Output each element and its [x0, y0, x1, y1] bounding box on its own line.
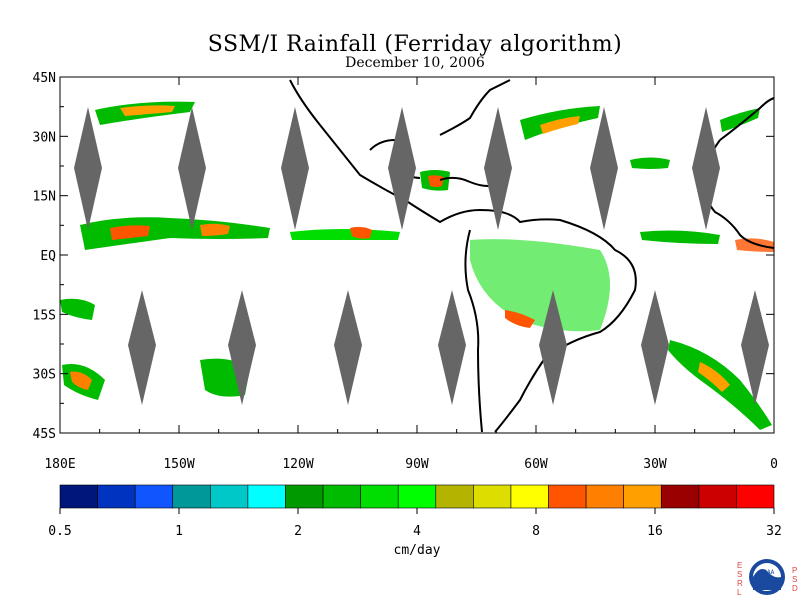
lat-label: 45N — [33, 71, 56, 86]
lon-label: 30W — [643, 457, 667, 472]
colorbar-swatch — [736, 484, 775, 509]
logo-letter: L — [737, 588, 742, 597]
map-date: December 10, 2006 — [345, 55, 485, 71]
logo-letter: P — [792, 566, 798, 575]
swath-gap — [484, 107, 512, 230]
lon-label: 180E — [44, 457, 75, 472]
colorbar-swatch — [698, 484, 737, 509]
colorbar-swatch — [510, 484, 549, 509]
longitude-axis: 180E 150W 120W 90W 60W 30W 0 — [44, 77, 778, 472]
lon-label: 90W — [405, 457, 429, 472]
swath-gap — [281, 107, 309, 230]
logo-letter: S — [792, 575, 798, 584]
iberia-coast — [719, 97, 775, 141]
colorbar-swatch — [360, 484, 399, 509]
map-background — [60, 77, 774, 433]
rain-cluster — [470, 239, 610, 332]
swath-gap — [228, 290, 256, 405]
colorbar-tick-label: 8 — [532, 524, 540, 539]
lon-label: 150W — [163, 457, 194, 472]
swath-gap — [539, 290, 567, 405]
rain-cluster — [735, 238, 774, 252]
rain-cluster — [640, 230, 720, 244]
colorbar-swatch — [322, 484, 361, 509]
swath-gap — [590, 107, 618, 230]
east-coast — [439, 79, 511, 136]
lat-label: EQ — [40, 249, 56, 264]
latitude-axis: 45N 30N 15N EQ 15S 30S 45S — [33, 71, 774, 442]
lat-label: 30S — [33, 368, 56, 383]
rain-cluster — [110, 225, 150, 240]
map-title: SSM/I Rainfall (Ferriday algorithm) — [207, 32, 623, 57]
colorbar-tick-label: 1 — [175, 524, 183, 539]
colorbar-swatch — [134, 484, 174, 509]
colorbar-swatch — [548, 484, 587, 509]
colorbar-tick-label: 16 — [647, 524, 663, 539]
rain-cluster — [720, 108, 760, 132]
colorbar-swatch — [210, 484, 249, 509]
rain-cluster — [630, 157, 670, 169]
swath-gap — [334, 290, 362, 405]
lat-label: 15S — [33, 308, 56, 323]
logo-right-letters: P S D — [792, 566, 798, 593]
lon-label: 120W — [282, 457, 313, 472]
lat-label: 45S — [33, 427, 56, 442]
rain-cluster — [200, 223, 230, 236]
colorbar-swatch — [660, 484, 700, 509]
swath-gaps — [74, 107, 769, 405]
rain-cluster — [60, 298, 95, 320]
logo-left-letters: E S R L — [737, 561, 743, 597]
swath-gap — [128, 290, 156, 405]
rain-clusters — [60, 101, 774, 430]
colorbar-tick-label: 2 — [294, 524, 302, 539]
swath-gap — [178, 107, 206, 230]
colorbar-swatch — [435, 484, 474, 509]
colorbar-swatch — [623, 484, 662, 509]
map-area — [59, 76, 775, 434]
colorbar-swatch — [172, 484, 211, 509]
logo-badge-text: NOAA — [760, 569, 775, 576]
colorbar-swatch — [247, 484, 286, 509]
rain-cluster — [120, 105, 175, 116]
rain-cluster — [540, 116, 580, 134]
logo-letter: D — [792, 584, 798, 593]
noaa-logo: NOAA — [749, 559, 785, 595]
colorbar-swatch — [97, 484, 136, 509]
colorbar-swatch — [397, 484, 437, 509]
rain-cluster — [698, 362, 730, 392]
south-america-west-coast — [464, 229, 483, 433]
rain-cluster — [505, 310, 535, 328]
colorbar: 0.5 1 2 4 8 16 32 — [48, 484, 782, 539]
swath-gap — [641, 290, 669, 405]
rain-cluster — [70, 371, 92, 390]
colorbar-tick-label: 0.5 — [48, 524, 71, 539]
logo-letter: S — [737, 570, 743, 579]
colorbar-units: cm/day — [394, 543, 441, 558]
lat-label: 30N — [33, 130, 56, 145]
rain-cluster — [350, 226, 372, 239]
colorbar-swatch — [59, 484, 98, 509]
colorbar-tick-label: 32 — [766, 524, 782, 539]
rain-cluster — [428, 175, 444, 187]
colorbar-swatch — [473, 484, 512, 509]
logo-wave — [753, 569, 781, 590]
swath-gap — [438, 290, 466, 405]
logo-letter: E — [737, 561, 743, 570]
swath-gap — [741, 290, 769, 405]
colorbar-swatch — [285, 484, 324, 509]
logo-letter: R — [737, 579, 743, 588]
swath-gap — [692, 107, 720, 230]
colorbar-tick-label: 4 — [413, 524, 421, 539]
swath-gap — [388, 107, 416, 230]
lat-label: 15N — [33, 190, 56, 205]
lon-label: 60W — [524, 457, 548, 472]
lon-label: 0 — [770, 457, 778, 472]
colorbar-swatch — [585, 484, 624, 509]
rain-cluster — [290, 229, 400, 240]
swath-gap — [74, 107, 102, 230]
